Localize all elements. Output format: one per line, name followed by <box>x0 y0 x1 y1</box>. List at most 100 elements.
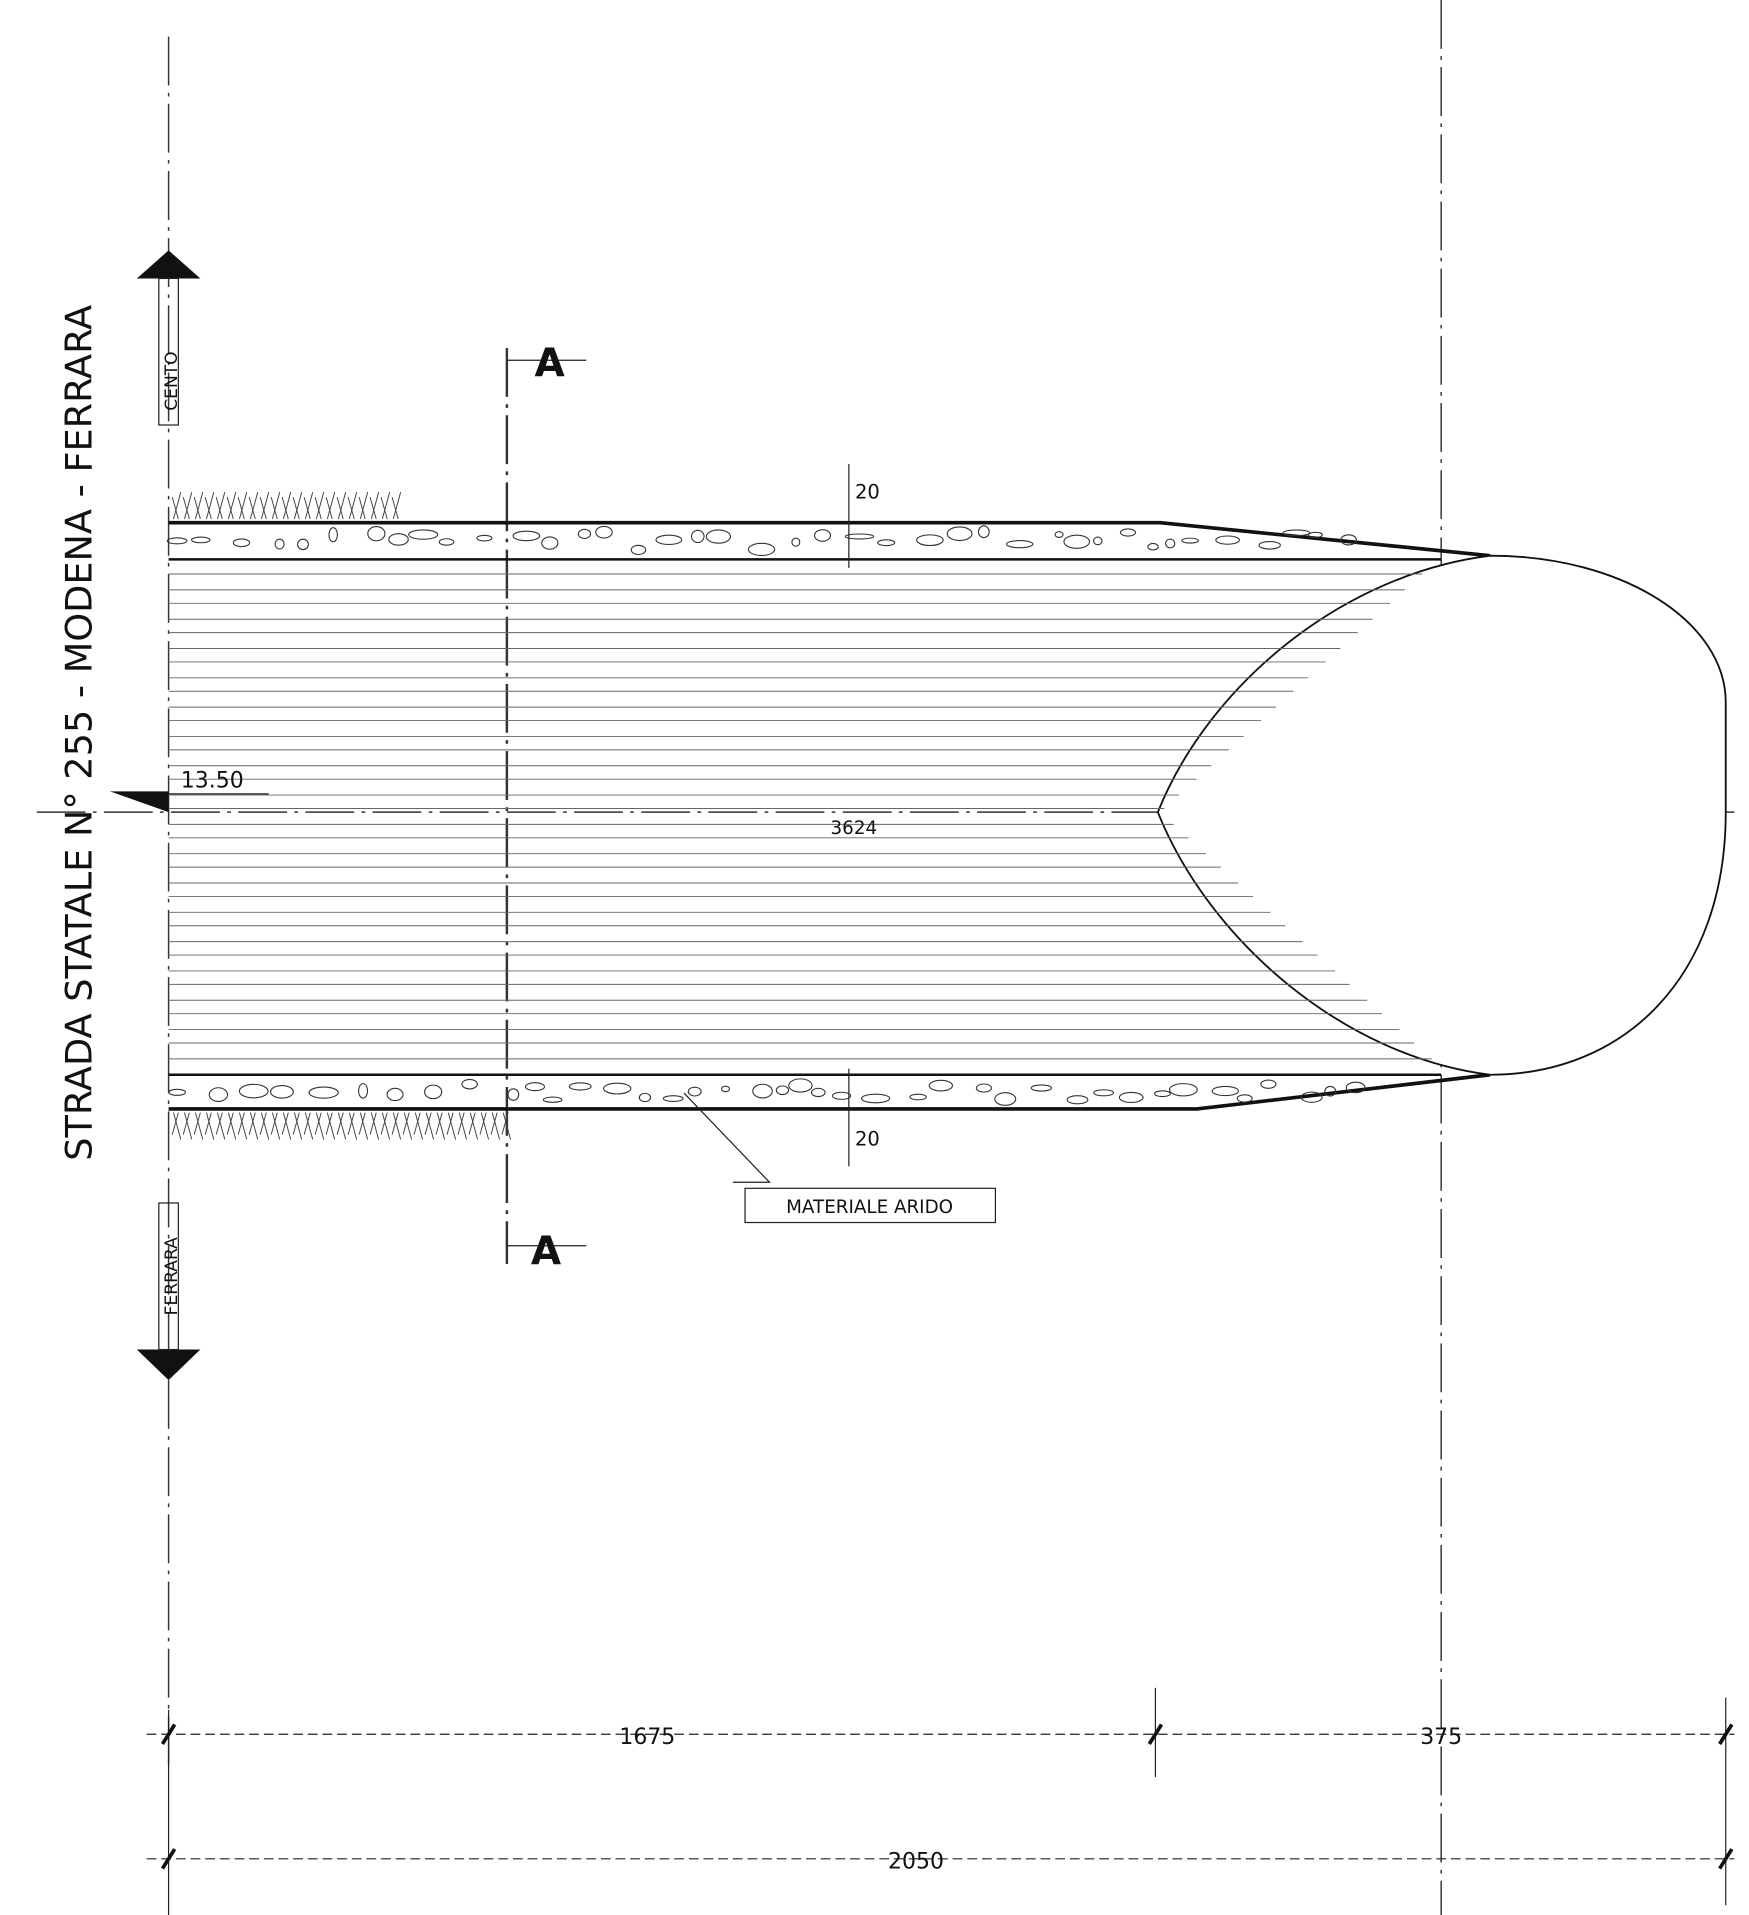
texture <box>274 538 285 550</box>
texture <box>171 492 182 520</box>
arrow-down <box>136 1349 201 1381</box>
texture <box>1236 1094 1253 1103</box>
texture <box>468 1112 479 1140</box>
section-mark: A <box>531 1229 562 1274</box>
texture <box>446 1112 457 1140</box>
arrow-up <box>136 250 201 279</box>
texture <box>1147 542 1159 551</box>
texture <box>916 534 944 547</box>
texture <box>909 1093 927 1101</box>
texture <box>391 492 402 520</box>
texture <box>402 1112 413 1140</box>
texture <box>1258 540 1281 550</box>
label-box <box>744 1187 997 1224</box>
texture <box>259 492 270 520</box>
arrow-shaft <box>158 1202 179 1351</box>
texture <box>281 492 292 520</box>
texture <box>877 539 896 547</box>
texture <box>435 1112 446 1140</box>
texture <box>791 537 801 547</box>
texture <box>336 492 347 520</box>
texture <box>1307 531 1323 539</box>
texture <box>215 492 226 520</box>
texture <box>238 1083 269 1099</box>
texture <box>380 1112 391 1140</box>
texture <box>690 529 705 544</box>
texture <box>595 525 613 539</box>
traffic-island <box>1156 554 1727 1076</box>
texture <box>193 1112 204 1140</box>
texture <box>490 1112 501 1140</box>
texture <box>248 1112 259 1140</box>
texture <box>424 1084 443 1100</box>
texture <box>237 492 248 520</box>
texture <box>662 1095 684 1102</box>
texture <box>226 492 237 520</box>
texture <box>204 492 215 520</box>
texture <box>994 1092 1017 1106</box>
texture <box>270 492 281 520</box>
texture <box>168 1088 186 1096</box>
texture <box>1066 1095 1089 1105</box>
texture <box>281 1112 292 1140</box>
texture <box>1054 531 1064 538</box>
texture <box>204 1112 215 1140</box>
texture <box>946 526 973 542</box>
texture <box>182 492 193 520</box>
texture <box>166 537 188 545</box>
dimension-text: 3624 <box>831 818 878 839</box>
annotation: MATERIALE ARIDO <box>786 1197 953 1218</box>
texture <box>259 1112 270 1140</box>
texture <box>1118 1091 1144 1103</box>
texture <box>325 1112 336 1140</box>
texture <box>438 538 455 546</box>
texture <box>1164 538 1176 549</box>
texture <box>388 533 409 546</box>
dimension-tick <box>160 1723 1734 1870</box>
texture <box>775 1085 790 1096</box>
texture <box>1181 537 1199 544</box>
texture <box>325 492 336 520</box>
texture <box>630 544 647 556</box>
road-label: STRADA STATALE N° 255 - MODENA - FERRARA <box>58 305 101 1161</box>
texture <box>270 1084 294 1099</box>
texture <box>1063 534 1091 549</box>
leader-line <box>683 1092 771 1183</box>
texture <box>292 492 303 520</box>
texture <box>1030 1084 1053 1092</box>
arrow-shaft <box>158 277 179 426</box>
texture <box>308 1086 339 1099</box>
texture <box>358 1112 369 1140</box>
texture <box>336 1112 347 1140</box>
texture <box>813 529 832 542</box>
dimension-text: 1675 <box>619 1725 675 1750</box>
texture <box>1154 1090 1171 1098</box>
texture <box>358 492 369 520</box>
texture <box>347 492 358 520</box>
texture <box>413 1112 424 1140</box>
texture <box>542 1096 563 1103</box>
texture <box>1345 1081 1366 1094</box>
texture <box>831 1091 852 1100</box>
texture <box>1324 1085 1337 1097</box>
texture <box>479 1112 490 1140</box>
texture <box>226 1112 237 1140</box>
texture <box>386 1087 404 1102</box>
dimension-text: 20 <box>855 480 880 503</box>
texture <box>237 1112 248 1140</box>
texture <box>270 1112 281 1140</box>
level-mark <box>109 791 169 813</box>
texture <box>928 1079 954 1092</box>
texture <box>314 1112 325 1140</box>
texture <box>687 1086 702 1097</box>
texture <box>297 538 309 551</box>
texture <box>424 1112 435 1140</box>
texture <box>638 1092 652 1103</box>
texture <box>347 1112 358 1140</box>
texture <box>380 492 391 520</box>
texture <box>303 1112 314 1140</box>
texture <box>512 530 541 542</box>
texture <box>292 1112 303 1140</box>
